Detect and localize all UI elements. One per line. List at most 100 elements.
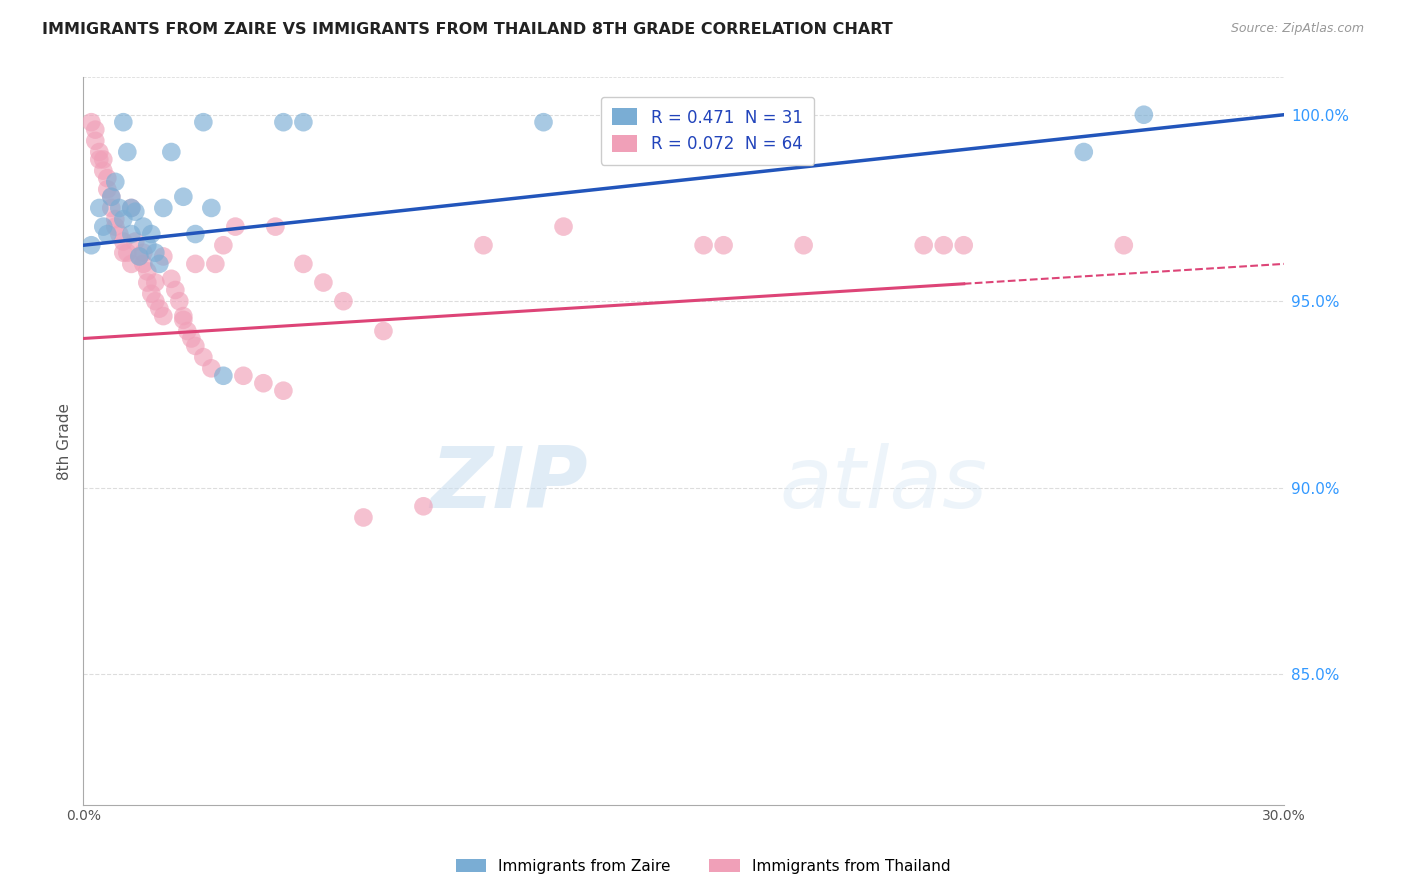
Point (132, 219, 155, 234)
Point (172, 313, 194, 327)
Point (136, 238, 159, 252)
Point (124, 235, 146, 249)
Point (84, 134, 107, 148)
Point (952, 238, 974, 252)
Point (141, 286, 163, 301)
Point (143, 245, 166, 260)
Point (152, 309, 174, 323)
Point (312, 276, 335, 290)
Point (176, 324, 198, 338)
Point (128, 249, 150, 263)
Legend: R = 0.471  N = 31, R = 0.072  N = 64: R = 0.471 N = 31, R = 0.072 N = 64 (600, 96, 814, 165)
Point (152, 201, 174, 215)
Point (932, 238, 955, 252)
Point (180, 331, 202, 345)
Point (100, 190, 122, 204)
Point (100, 190, 122, 204)
Point (89, 145, 111, 159)
Point (104, 212, 127, 227)
Point (104, 219, 127, 234)
Point (165, 283, 187, 297)
Point (84, 122, 107, 136)
Point (91, 219, 114, 234)
Text: IMMIGRANTS FROM ZAIRE VS IMMIGRANTS FROM THAILAND 8TH GRADE CORRELATION CHART: IMMIGRANTS FROM ZAIRE VS IMMIGRANTS FROM… (42, 22, 893, 37)
Point (273, 115, 295, 129)
Point (160, 145, 183, 159)
Point (912, 238, 935, 252)
Point (232, 368, 254, 383)
Point (120, 257, 142, 271)
Point (200, 361, 222, 376)
Point (143, 276, 166, 290)
Point (120, 227, 142, 241)
Point (132, 245, 155, 260)
Point (108, 201, 131, 215)
Point (224, 219, 246, 234)
Point (292, 257, 315, 271)
Point (172, 309, 194, 323)
Point (152, 249, 174, 263)
Point (124, 204, 146, 219)
Point (136, 276, 159, 290)
Point (112, 212, 135, 227)
Point (96, 182, 118, 196)
Point (553, 219, 575, 234)
Point (89, 153, 111, 167)
Point (692, 238, 714, 252)
Point (96, 227, 118, 241)
Point (143, 294, 166, 309)
Point (533, 115, 555, 129)
Point (1112, 238, 1135, 252)
Point (212, 368, 235, 383)
Point (713, 238, 735, 252)
Point (204, 257, 226, 271)
Text: atlas: atlas (780, 443, 987, 526)
Point (89, 201, 111, 215)
Point (212, 238, 235, 252)
Point (100, 201, 122, 215)
Point (1073, 145, 1095, 159)
Point (184, 257, 207, 271)
Point (292, 115, 315, 129)
Point (136, 264, 159, 278)
Point (193, 350, 215, 364)
Point (120, 201, 142, 215)
Point (108, 227, 131, 241)
Point (117, 145, 139, 159)
Point (160, 272, 183, 286)
Point (148, 257, 170, 271)
Point (128, 249, 150, 263)
Point (193, 115, 215, 129)
Point (132, 257, 155, 271)
Point (148, 301, 170, 316)
Point (184, 227, 207, 241)
Point (1133, 108, 1156, 122)
Point (120, 201, 142, 215)
Point (80, 238, 103, 252)
Point (252, 376, 274, 391)
Point (112, 245, 135, 260)
Point (104, 175, 127, 189)
Point (91, 163, 114, 178)
Text: ZIP: ZIP (430, 443, 588, 526)
Point (472, 238, 495, 252)
Point (91, 153, 114, 167)
Point (112, 115, 135, 129)
Point (169, 294, 191, 309)
Point (264, 219, 287, 234)
Point (172, 190, 194, 204)
Point (332, 294, 354, 309)
Point (273, 384, 295, 398)
Point (117, 245, 139, 260)
Point (352, 510, 374, 524)
Point (80, 115, 103, 129)
Point (141, 227, 163, 241)
Point (200, 201, 222, 215)
Point (793, 238, 815, 252)
Y-axis label: 8th Grade: 8th Grade (58, 402, 72, 480)
Legend: Immigrants from Zaire, Immigrants from Thailand: Immigrants from Zaire, Immigrants from T… (450, 853, 956, 880)
Point (412, 500, 434, 514)
Point (373, 324, 395, 338)
Point (96, 171, 118, 186)
Text: Source: ZipAtlas.com: Source: ZipAtlas.com (1230, 22, 1364, 36)
